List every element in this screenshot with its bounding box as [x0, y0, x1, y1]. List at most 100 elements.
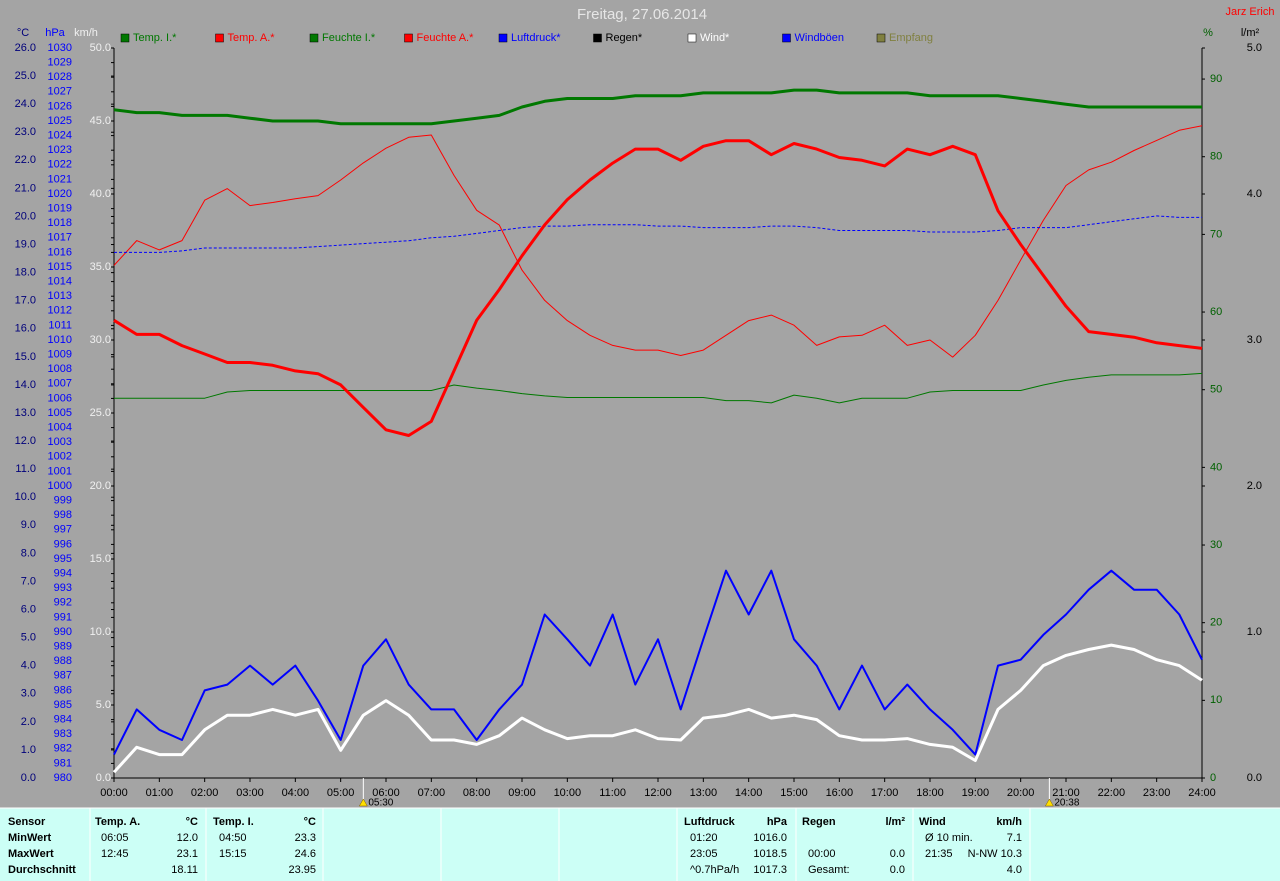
axis-unit: hPa [45, 27, 65, 39]
x-tick-label: 20:00 [1007, 787, 1035, 799]
y-tick-label: 10.0 [90, 626, 111, 638]
group-title: Luftdruck [684, 816, 736, 828]
x-tick-label: 18:00 [916, 787, 944, 799]
author: Jarz Erich [1226, 6, 1275, 18]
y-tick-label: 1027 [48, 86, 72, 98]
y-tick-label: 1008 [48, 363, 72, 375]
series-line [113, 139, 1203, 437]
y-tick-label: 1030 [48, 42, 72, 54]
legend-swatch [593, 33, 602, 43]
series-line [113, 125, 1203, 358]
y-tick-label: 1012 [48, 305, 72, 317]
x-tick-label: 08:00 [463, 787, 491, 799]
legend-label: Wind* [700, 32, 730, 44]
x-tick-label: 01:00 [146, 787, 174, 799]
cell-value: 18.11 [171, 864, 198, 876]
y-tick-label: 993 [54, 582, 72, 594]
legend-label: Temp. A.* [228, 32, 276, 44]
y-tick-label: 1001 [48, 465, 72, 477]
y-tick-label: 980 [54, 772, 72, 784]
cell-label: ^0.7hPa/h [690, 864, 739, 876]
cell-value: 24.6 [295, 848, 316, 860]
cell-label: 01:20 [690, 832, 718, 844]
y-tick-label: 1002 [48, 451, 72, 463]
x-tick-label: 15:00 [780, 787, 808, 799]
sun-label: 20:38 [1054, 798, 1079, 809]
y-tick-label: 982 [54, 743, 72, 755]
series-line [113, 88, 1202, 126]
y-tick-label: 3.0 [1247, 334, 1262, 346]
y-tick-label: 1014 [48, 276, 72, 288]
group-title: Wind [919, 816, 946, 828]
y-tick-label: 0 [1210, 772, 1216, 784]
cell-label: 21:35 [925, 848, 953, 860]
y-tick-label: 60 [1210, 306, 1222, 318]
y-tick-label: 3.0 [21, 688, 36, 700]
y-tick-label: 1000 [48, 480, 72, 492]
y-tick-label: 1003 [48, 436, 72, 448]
cell-value: 4.0 [1007, 864, 1022, 876]
x-tick-label: 00:00 [100, 787, 128, 799]
y-tick-label: 1020 [48, 188, 72, 200]
group-title: Regen [802, 816, 836, 828]
y-tick-label: 1028 [48, 71, 72, 83]
x-tick-label: 24:00 [1188, 787, 1216, 799]
legend-label: Regen* [606, 32, 643, 44]
y-tick-label: 1026 [48, 100, 72, 112]
y-tick-label: 50.0 [90, 42, 111, 54]
sun-icon [358, 798, 368, 807]
y-tick-label: 991 [54, 611, 72, 623]
cell-value: 0.0 [890, 848, 905, 860]
y-tick-label: 15.0 [15, 351, 36, 363]
y-tick-label: 21.0 [15, 182, 36, 194]
legend-swatch [309, 33, 319, 43]
group-unit: hPa [767, 816, 788, 828]
y-tick-label: 1029 [48, 57, 72, 69]
y-tick-label: 986 [54, 684, 72, 696]
y-tick-label: 0.0 [96, 772, 111, 784]
axis-unit: l/m² [1241, 27, 1260, 39]
y-tick-label: 1019 [48, 203, 72, 215]
axis-unit: % [1203, 27, 1213, 39]
y-tick-label: 30.0 [90, 334, 111, 346]
cell-label: 00:00 [808, 848, 836, 860]
cell-value: 0.0 [890, 864, 905, 876]
x-tick-label: 21:00 [1052, 787, 1080, 799]
y-tick-label: 9.0 [21, 519, 36, 531]
group-unit: l/m² [885, 816, 905, 828]
y-tick-label: 989 [54, 641, 72, 653]
series-line [113, 569, 1203, 756]
y-tick-label: 22.0 [15, 154, 36, 166]
row-label: Sensor [8, 816, 46, 828]
y-tick-label: 24.0 [15, 98, 36, 110]
x-tick-label: 14:00 [735, 787, 763, 799]
y-tick-label: 985 [54, 699, 72, 711]
y-tick-label: 992 [54, 597, 72, 609]
x-tick-label: 22:00 [1098, 787, 1126, 799]
y-tick-label: 20.0 [90, 480, 111, 492]
cell-value: 1018.5 [753, 848, 787, 860]
y-tick-label: 1022 [48, 159, 72, 171]
x-tick-label: 16:00 [826, 787, 854, 799]
y-tick-label: 1025 [48, 115, 72, 127]
y-tick-label: 998 [54, 509, 72, 521]
y-tick-label: 1.0 [21, 744, 36, 756]
y-tick-label: 981 [54, 757, 72, 769]
cell-label: 23:05 [690, 848, 718, 860]
y-tick-label: 45.0 [90, 115, 111, 127]
table-background [0, 808, 1280, 881]
y-tick-label: 5.0 [1247, 42, 1262, 54]
y-tick-label: 20 [1210, 617, 1222, 629]
y-tick-label: 6.0 [21, 603, 36, 615]
y-tick-label: 8.0 [21, 547, 36, 559]
x-tick-label: 04:00 [282, 787, 310, 799]
legend-swatch [876, 33, 886, 43]
cell-label: Ø 10 min. [925, 832, 973, 844]
cell-label: 04:50 [219, 832, 247, 844]
x-tick-label: 09:00 [508, 787, 536, 799]
sun-icon [1044, 798, 1054, 807]
y-tick-label: 1011 [48, 319, 72, 331]
y-tick-label: 1007 [48, 378, 72, 390]
x-tick-label: 13:00 [690, 787, 718, 799]
